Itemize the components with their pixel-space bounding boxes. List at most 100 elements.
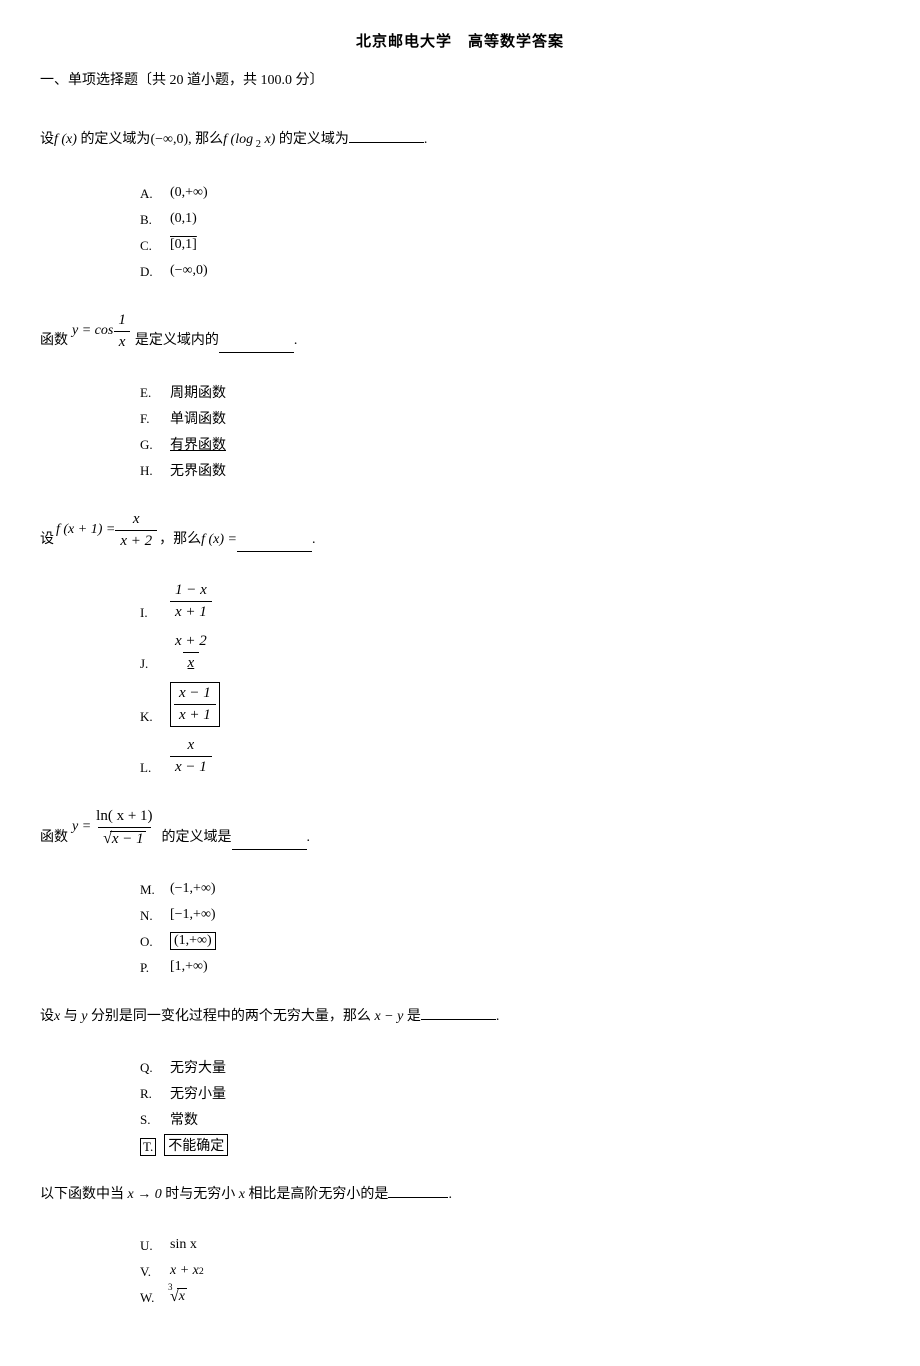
opt-value: 不能确定 [164,1134,228,1156]
opt-letter: G. [140,437,170,455]
q1-domain: (−∞,0), [150,132,191,147]
q4-stem: 函数 y = ln( x + 1) √x − 1 的定义域是. [40,806,880,850]
frac-num: 1 − x [170,580,212,601]
opt-value: 无界函数 [170,460,226,480]
q1-fx: f (x) [54,132,77,147]
q4-frac: ln( x + 1) √x − 1 [91,806,157,850]
q3-rhs: f (x) = [201,529,237,551]
q1-flog: f (log [223,132,253,147]
q3-frac: x x + 2 [115,509,157,552]
q2-stem: 函数 y = cos 1 x 是定义域内的. [40,310,880,353]
opt-letter: W. [140,1290,170,1308]
option-m: M. (−1,+∞) [140,878,880,900]
option-i: I. 1 − x x + 1 [140,580,880,623]
opt-letter: R. [140,1086,170,1104]
opt-value: 无穷小量 [170,1083,226,1103]
opt-letter: C. [140,238,170,256]
opt-value: (0,1) [170,211,197,227]
frac-den: x + 1 [170,601,212,623]
q5-p2: 与 [64,1009,78,1024]
opt-value: (−1,+∞) [170,881,216,897]
option-o: O. (1,+∞) [140,930,880,952]
q4-prefix: 函数 [40,827,68,849]
opt-letter: A. [140,186,170,204]
q6-p2: 时与无穷小 [165,1187,235,1202]
q1-prefix: 设 [40,132,54,147]
opt-value: 1 − x x + 1 [170,580,212,623]
opt-letter: O. [140,934,170,952]
sin-x: sin x [170,1237,197,1253]
option-t: T. 不能确定 [140,1134,880,1156]
opt-value: [−1,+∞) [170,907,216,923]
option-n: N. [−1,+∞) [140,904,880,926]
opt-letter: J. [140,656,170,674]
option-v: V. x + x2 [140,1260,880,1282]
frac-den: x + 2 [115,530,157,552]
frac-num: ln( x + 1) [91,806,157,827]
q1-suffix: 的定义域为 [279,132,349,147]
opt-value: x + 2 x [170,631,212,674]
opt-letter: L. [140,760,170,778]
frac-den: x + 1 [174,704,216,726]
option-d: D. (−∞,0) [140,260,880,282]
opt-value: 有界函数 [170,434,226,454]
frac-num: x [183,735,200,756]
q2-prefix: 函数 [40,330,68,352]
opt-letter: U. [140,1238,170,1256]
q5-expr: x − y [371,1009,403,1024]
q1-logarg: x) [261,132,275,147]
opt-letter: I. [140,605,170,623]
frac-num: x − 1 [174,683,216,704]
opt-value: 常数 [170,1109,198,1129]
q3-options: I. 1 − x x + 1 J. x + 2 x K. x − 1 [140,580,880,778]
blank [349,130,424,143]
blank [421,1007,496,1020]
blank [388,1185,448,1198]
q6-p1: 以下函数中当 [40,1187,124,1202]
q5-x: x [54,1009,60,1024]
q5-p1: 设 [40,1009,54,1024]
root-index: 3 [168,1282,173,1292]
q1-mid2: 那么 [195,132,223,147]
question-6: 以下函数中当 x → 0 时与无穷小 x 相比是高阶无穷小的是. U. sin … [40,1184,880,1308]
frac-num: x [128,509,145,530]
opt-value: (1,+∞) [170,932,216,950]
frac-num: 1 [113,310,131,331]
option-b: B. (0,1) [140,208,880,230]
frac-den: √x − 1 [98,827,151,850]
opt-value: x − 1 x + 1 [170,682,220,727]
q4-options: M. (−1,+∞) N. [−1,+∞) O. (1,+∞) P. [1,+∞… [140,878,880,978]
option-w: W. 3 √x [140,1286,880,1308]
question-1: 设f (x) 的定义域为(−∞,0), 那么f (log 2 x) 的定义域为.… [40,129,880,282]
option-a: A. (0,+∞) [140,182,880,204]
q6-stem: 以下函数中当 x → 0 时与无穷小 x 相比是高阶无穷小的是. [40,1184,880,1206]
blank [237,539,312,552]
base: x + x [170,1263,199,1279]
section-header: 一、单项选择题〔共 20 道小题，共 100.0 分〕 [40,69,880,89]
q5-p3: 分别是同一变化过程中的两个无穷大量，那么 [91,1009,371,1024]
option-p: P. [1,+∞) [140,956,880,978]
frac-den: x − 1 [170,756,212,778]
option-s: S. 常数 [140,1108,880,1130]
opt-letter: F. [140,411,170,429]
q3-lhs: f (x + 1) = [56,519,115,541]
option-l: L. x x − 1 [140,735,880,778]
q5-p4: 是 [407,1009,421,1024]
opt-value: [0,1] [170,237,197,253]
opt-letter: E. [140,385,170,403]
q1-mid1: 的定义域为 [80,132,150,147]
q2-suffix: 是定义域内的 [135,330,219,352]
option-j: J. x + 2 x [140,631,880,674]
q5-options: Q. 无穷大量 R. 无穷小量 S. 常数 T. 不能确定 [140,1056,880,1156]
q6-p3: 相比是高阶无穷小的是 [248,1187,388,1202]
option-g: G. 有界函数 [140,433,880,455]
radicand: x − 1 [110,831,146,847]
option-q: Q. 无穷大量 [140,1056,880,1078]
opt-letter: Q. [140,1060,170,1078]
q3-prefix: 设 [40,529,54,551]
opt-letter: S. [140,1112,170,1130]
opt-value: x + x2 [170,1263,204,1279]
opt-value: 3 √x [170,1288,187,1306]
option-c: C. [0,1] [140,234,880,256]
q5-y: y [78,1009,88,1024]
